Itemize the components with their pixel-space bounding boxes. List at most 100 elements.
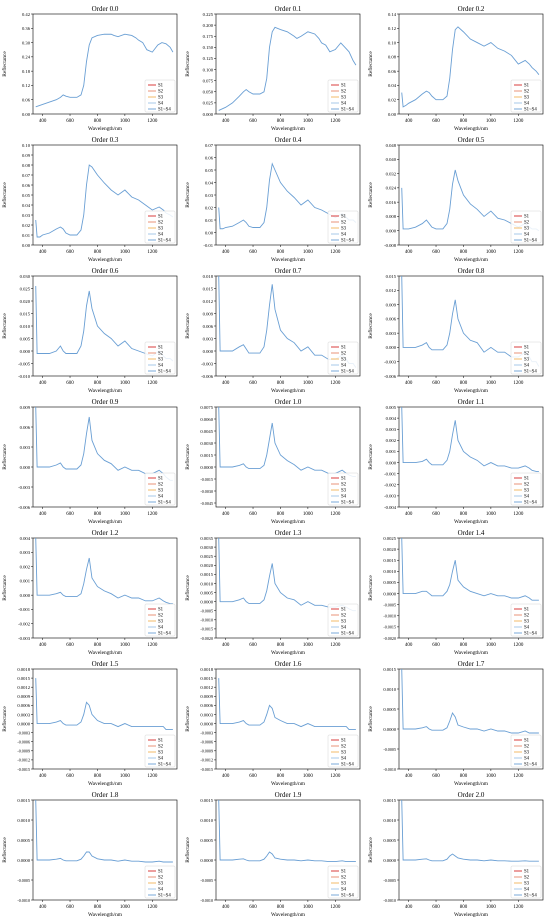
legend-label: S1 xyxy=(524,346,530,351)
y-tick-label: 0.006 xyxy=(386,317,397,322)
x-tick-label: 400 xyxy=(405,905,413,910)
legend-label: S4 xyxy=(524,102,530,107)
y-tick-label: 0.016 xyxy=(386,200,397,205)
y-tick-label: -0.0020 xyxy=(200,636,213,641)
x-tick-label: 600 xyxy=(249,774,257,779)
legend-label: S2 xyxy=(524,90,530,95)
y-tick-label: -0.002 xyxy=(18,622,31,627)
legend-label: S3 xyxy=(524,882,530,887)
y-tick-label: 0.30 xyxy=(22,40,31,45)
chart-title: Order 1.5 xyxy=(92,660,119,668)
legend-label: S4 xyxy=(158,888,164,893)
chart-panel-19: Order 1.9 -0.0010 -0.0005 0.0000 0.0005 0.001… xyxy=(184,791,361,918)
x-tick-label: 1200 xyxy=(147,119,158,124)
x-tick-label: 1200 xyxy=(147,905,158,910)
x-tick-label: 600 xyxy=(432,381,440,386)
x-tick-label: 1000 xyxy=(303,381,314,386)
y-tick-label: 0.030 xyxy=(20,274,31,279)
y-axis-label: Reflectance xyxy=(1,837,8,863)
series-line-S1-S4 xyxy=(401,669,539,734)
series-line-S1-S4 xyxy=(35,800,173,863)
y-tick-label: 0.0030 xyxy=(200,545,213,550)
x-tick-label: 400 xyxy=(39,774,47,779)
legend-label: S3 xyxy=(341,882,347,887)
y-tick-label: 0.0020 xyxy=(383,547,396,552)
legend-label: S2 xyxy=(524,483,530,488)
x-tick-label: 400 xyxy=(39,119,47,124)
y-tick-label: -0.0009 xyxy=(200,749,213,754)
y-axis-label: Reflectance xyxy=(367,706,374,732)
y-axis-label: Reflectance xyxy=(184,313,191,339)
chart-panel-8: Order 0.8 -0.006 -0.003 0.000 0.003 0.006 0.00… xyxy=(367,267,544,394)
y-tick-label: 0.000 xyxy=(203,349,214,354)
legend-label: S2 xyxy=(158,483,164,488)
legend-label: S4 xyxy=(524,626,530,631)
x-tick-label: 1000 xyxy=(486,905,497,910)
chart-title: Order 1.8 xyxy=(92,791,119,799)
y-tick-label: 0.0005 xyxy=(383,838,396,843)
chart-panel-7: Order 0.7 -0.006 -0.003 0.000 0.003 0.006 0.00… xyxy=(184,267,361,394)
y-tick-label: -0.0015 xyxy=(200,477,213,482)
x-tick-label: 600 xyxy=(66,512,74,517)
y-tick-label: 0.012 xyxy=(386,288,397,293)
y-tick-label: -0.003 xyxy=(384,360,397,365)
legend-label: S2 xyxy=(341,221,347,226)
legend-label: S3 xyxy=(158,358,164,363)
y-tick-label: 0.10 xyxy=(22,143,31,148)
x-tick-label: 800 xyxy=(94,381,102,386)
y-tick-label: 0.0015 xyxy=(200,572,213,577)
y-tick-label: 0.025 xyxy=(203,101,214,106)
y-tick-label: 0.0000 xyxy=(200,721,213,726)
x-tick-label: 1200 xyxy=(513,512,524,517)
y-tick-label: -0.003 xyxy=(18,485,31,490)
legend-label: S3 xyxy=(341,227,347,232)
y-tick-label: 0.04 xyxy=(22,203,31,208)
y-tick-label: 0.0006 xyxy=(200,703,213,708)
series-line-S1-S4 xyxy=(218,26,357,111)
y-tick-label: -0.0012 xyxy=(17,758,30,763)
y-tick-label: 0.0010 xyxy=(200,818,213,823)
y-axis-label: Reflectance xyxy=(1,444,8,470)
legend-label: S1 xyxy=(341,870,347,875)
x-tick-label: 400 xyxy=(222,381,230,386)
y-tick-label: 0.06 xyxy=(205,155,214,160)
x-tick-label: 1000 xyxy=(120,643,131,648)
x-tick-label: 600 xyxy=(249,905,257,910)
chart-panel-15: Order 1.5 -0.0015 -0.0012 -0.0009 -0.0006 -0.… xyxy=(1,660,178,787)
x-tick-label: 400 xyxy=(222,250,230,255)
chart-panel-9: Order 0.9 -0.006 -0.003 0.000 0.003 0.006 0.00… xyxy=(1,398,178,525)
legend-label: S1~S4 xyxy=(158,501,171,506)
series-line-S1-S4 xyxy=(218,800,356,863)
chart-title: Order 1.0 xyxy=(275,398,302,406)
y-tick-label: 0.006 xyxy=(20,425,31,430)
legend-label: S1 xyxy=(158,84,164,89)
chart-panel-14: Order 1.4 -0.0020 -0.0015 -0.0010 -0.0005 0.0… xyxy=(367,529,544,656)
y-axis-label: Reflectance xyxy=(1,706,8,732)
x-tick-label: 600 xyxy=(249,381,257,386)
y-tick-label: 0.000 xyxy=(20,349,31,354)
y-axis-label: Reflectance xyxy=(184,837,191,863)
x-tick-label: 1000 xyxy=(486,119,497,124)
legend-label: S1~S4 xyxy=(341,894,354,899)
x-tick-label: 600 xyxy=(249,250,257,255)
y-tick-label: 0.0010 xyxy=(17,818,30,823)
chart-panel-16: Order 1.6 -0.0015 -0.0012 -0.0009 -0.0006 -0.… xyxy=(184,660,361,787)
y-tick-label: 0.009 xyxy=(386,302,397,307)
x-tick-label: 400 xyxy=(39,643,47,648)
x-tick-label: 1200 xyxy=(513,905,524,910)
x-axis-label: Wavelength/nm xyxy=(454,519,489,525)
y-tick-label: 0.00 xyxy=(205,230,214,235)
legend-label: S1 xyxy=(158,608,164,613)
legend-label: S1 xyxy=(524,84,530,89)
y-tick-label: 0.024 xyxy=(386,186,397,191)
y-tick-label: -0.001 xyxy=(18,607,31,612)
chart-panel-5: Order 0.5 -0.008 0.000 0.008 0.016 0.024 0.032… xyxy=(367,136,544,263)
y-tick-label: 0.0000 xyxy=(383,858,396,863)
y-tick-label: 0.075 xyxy=(203,78,214,83)
